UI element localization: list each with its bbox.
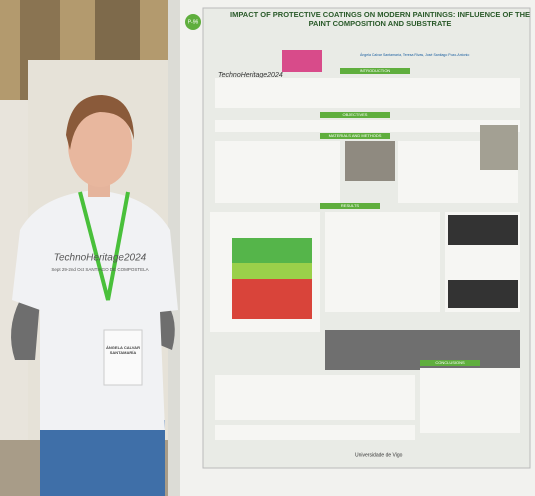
text-block (420, 368, 520, 433)
poster-brand: TechnoHeritage2024 (218, 72, 283, 79)
bar-charts (325, 212, 440, 312)
face (68, 103, 132, 187)
badge-name: ÁNGELA CALVAR SANTAMARÍA (106, 345, 140, 355)
logo (282, 50, 322, 72)
photo-panel (345, 141, 395, 181)
text-block (215, 120, 520, 132)
shirt-dates: Sept 29-2nd Oct SANTIAGO DE COMPOSTELA (51, 267, 148, 272)
section-title: MATERIALS AND METHODS (329, 133, 382, 138)
lanyard (78, 191, 130, 301)
id-circle (185, 14, 201, 30)
text-block (215, 78, 520, 108)
section-header (320, 133, 390, 139)
section-header (340, 68, 410, 74)
badge (103, 329, 143, 386)
section-header (420, 360, 480, 366)
bar-charts (215, 375, 415, 420)
table-yellow (232, 263, 312, 279)
text-block (215, 425, 415, 440)
hair (66, 95, 134, 150)
table-red (232, 279, 312, 319)
photo-panel (480, 125, 518, 170)
section-title: OBJECTIVES (343, 112, 368, 117)
section-header (320, 203, 380, 209)
board-edge (168, 0, 180, 496)
poster-footer: Universidade de Vigo (355, 452, 403, 458)
section-header (320, 112, 390, 118)
poster-id: P-96 (188, 19, 199, 25)
shirt-brand: TechnoHeritage2024 (54, 253, 147, 264)
title-box: IMPACT OF PROTECTIVE COATINGS ON MODERN … (230, 10, 530, 28)
sem-image (448, 215, 518, 245)
jeans (40, 420, 165, 496)
sem-image (448, 280, 518, 308)
sleeve (11, 300, 40, 360)
section-title: RESULTS (341, 203, 359, 208)
badge-box: ÁNGELA CALVAR SANTAMARÍA (106, 345, 140, 355)
section-title: CONCLUSIONS (435, 360, 465, 365)
poster-title: IMPACT OF PROTECTIVE COATINGS ON MODERN … (230, 10, 530, 28)
section-title: INTRODUCTION (360, 68, 391, 73)
table-green (232, 238, 312, 263)
poster-authors: Ángela Calvar Santamaría, Teresa Rivas, … (360, 53, 469, 57)
methods-panel (215, 141, 340, 203)
